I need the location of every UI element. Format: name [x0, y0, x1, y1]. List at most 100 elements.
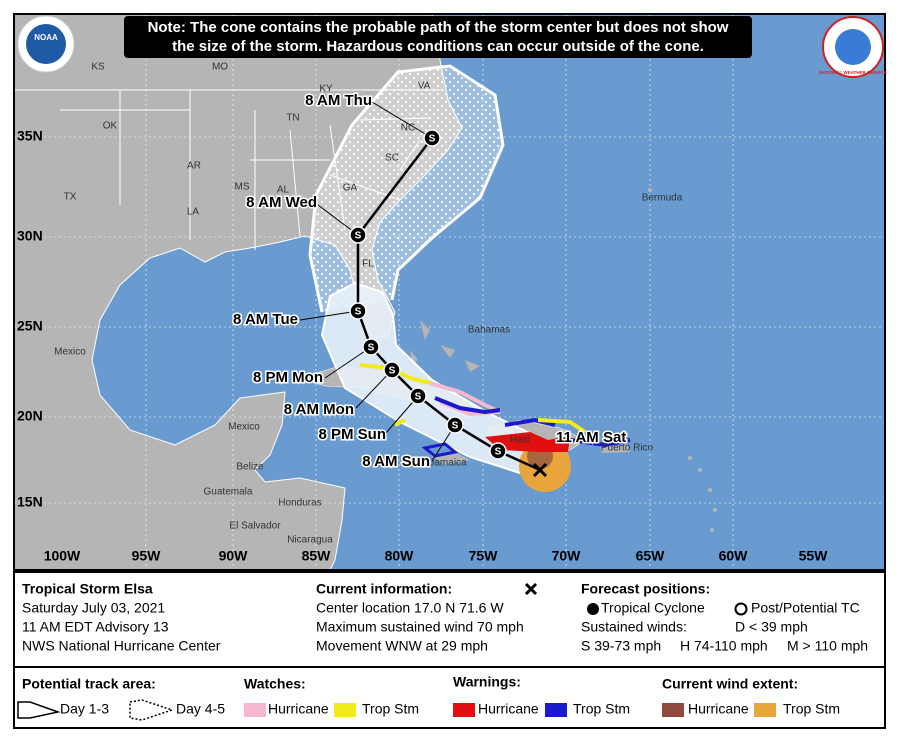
bahamas [410, 320, 480, 372]
forecast-point-letter: S [415, 392, 422, 403]
lat-label: 15N [17, 494, 43, 510]
info-text: Watches: [244, 676, 306, 692]
forecast-point [446, 416, 464, 434]
forecast-time-label: 8 PM Sun [318, 426, 386, 443]
forecast-point [349, 226, 367, 244]
place-label: NC [401, 123, 415, 134]
legend-swatch [334, 703, 356, 717]
legend-swatch [453, 703, 475, 717]
info-text: Current wind extent: [662, 676, 798, 692]
place-label: Mexico [228, 422, 260, 433]
place-label: Mexico [54, 347, 86, 358]
warnings-watches [359, 363, 631, 458]
place-label: LA [187, 207, 200, 218]
bermuda [648, 188, 652, 192]
forecast-time-label: 8 AM Tue [233, 311, 298, 328]
place-label: Haiti [510, 435, 530, 446]
info-text: Trop Stm [783, 701, 840, 717]
place-label: KS [91, 62, 105, 73]
place-label: Bahamas [468, 325, 510, 336]
info-text: Potential track area: [22, 676, 156, 692]
forecast-time-label: 11 AM Sat [556, 429, 626, 446]
current-x-icon [524, 582, 538, 596]
lat-label: 30N [17, 228, 43, 244]
note-line: the size of the storm. Hazardous conditi… [172, 38, 704, 55]
lon-label: 90W [219, 548, 249, 564]
forecast-point-letter: S [495, 447, 502, 458]
hurricane-warning [485, 432, 570, 452]
place-label: KY [319, 84, 333, 95]
info-text: Maximum sustained wind 70 mph [316, 619, 524, 635]
info-text: Current information: [316, 581, 452, 597]
nws-logo-inner [835, 29, 871, 65]
place-label: OK [103, 121, 118, 132]
info-text: Forecast positions: [581, 581, 710, 597]
day13-icon [17, 701, 61, 719]
info-text: Sustained winds: [581, 619, 687, 635]
forecast-time-label: 8 AM Thu [305, 92, 372, 109]
info-text: Hurricane [268, 701, 329, 717]
lat-label: 35N [17, 128, 43, 144]
place-label: Guatemala [204, 487, 253, 498]
info-text: S 39-73 mph [581, 638, 661, 654]
place-label: MS [235, 182, 250, 193]
legend-swatch [545, 703, 567, 717]
legend-swatch [754, 703, 776, 717]
lat-label: 25N [17, 318, 43, 334]
lon-label: 65W [636, 548, 666, 564]
place-label: TX [64, 192, 77, 203]
forecast-point-letter: S [368, 343, 375, 354]
info-text: Tropical Storm Elsa [22, 581, 153, 597]
ptc-icon [734, 602, 748, 616]
noaa-logo-text: NOAA [34, 33, 58, 42]
place-label: El Salvador [229, 521, 281, 532]
info-text: Day 4-5 [176, 701, 225, 717]
noaa-logo-inner [26, 24, 66, 64]
nws-logo-text: NATIONAL WEATHER SERVICE [819, 70, 886, 75]
forecast-time-label: 8 AM Wed [246, 194, 317, 211]
forecast-point [383, 361, 401, 379]
info-text: Trop Stm [573, 701, 630, 717]
lesser-antilles [688, 456, 717, 532]
forecast-point-letter: S [429, 134, 436, 145]
info-text: Hurricane [688, 701, 749, 717]
lon-label: 60W [719, 548, 749, 564]
forecast-point [489, 442, 507, 460]
info-text: D < 39 mph [735, 619, 808, 635]
current-position [532, 462, 548, 478]
lon-label: 70W [552, 548, 582, 564]
lon-label: 95W [132, 548, 162, 564]
place-label: FL [362, 259, 374, 270]
forecast-point-letter: S [452, 421, 459, 432]
info-text: Tropical Cyclone [601, 600, 705, 616]
legend-swatch [244, 703, 266, 717]
info-text: M > 110 mph [787, 638, 868, 654]
place-label: MO [212, 62, 228, 73]
forecast-point [349, 302, 367, 320]
forecast-time-label: 8 AM Mon [284, 401, 354, 418]
lon-label: 55W [799, 548, 829, 564]
info-text: 11 AM EDT Advisory 13 [22, 619, 169, 635]
forecast-point-letter: S [355, 231, 362, 242]
forecast-point [362, 338, 380, 356]
info-text: Movement WNW at 29 mph [316, 638, 488, 654]
lon-label: 85W [302, 548, 332, 564]
info-text: Hurricane [478, 701, 539, 717]
place-label: TN [286, 113, 299, 124]
lat-label: 20N [17, 408, 43, 424]
place-label: AL [277, 185, 290, 196]
forecast-point-letter: S [355, 307, 362, 318]
day45-icon [129, 699, 175, 721]
lon-label: 100W [44, 548, 81, 564]
info-text: Trop Stm [362, 701, 419, 717]
forecast-point [423, 129, 441, 147]
place-label: SC [385, 153, 399, 164]
place-label: Honduras [278, 498, 321, 509]
map-frame [13, 13, 886, 571]
lon-label: 80W [385, 548, 415, 564]
info-text: Center location 17.0 N 71.6 W [316, 600, 504, 616]
place-label: Bermuda [642, 193, 683, 204]
info-text: NWS National Hurricane Center [22, 638, 221, 654]
puerto-rico [600, 445, 630, 453]
